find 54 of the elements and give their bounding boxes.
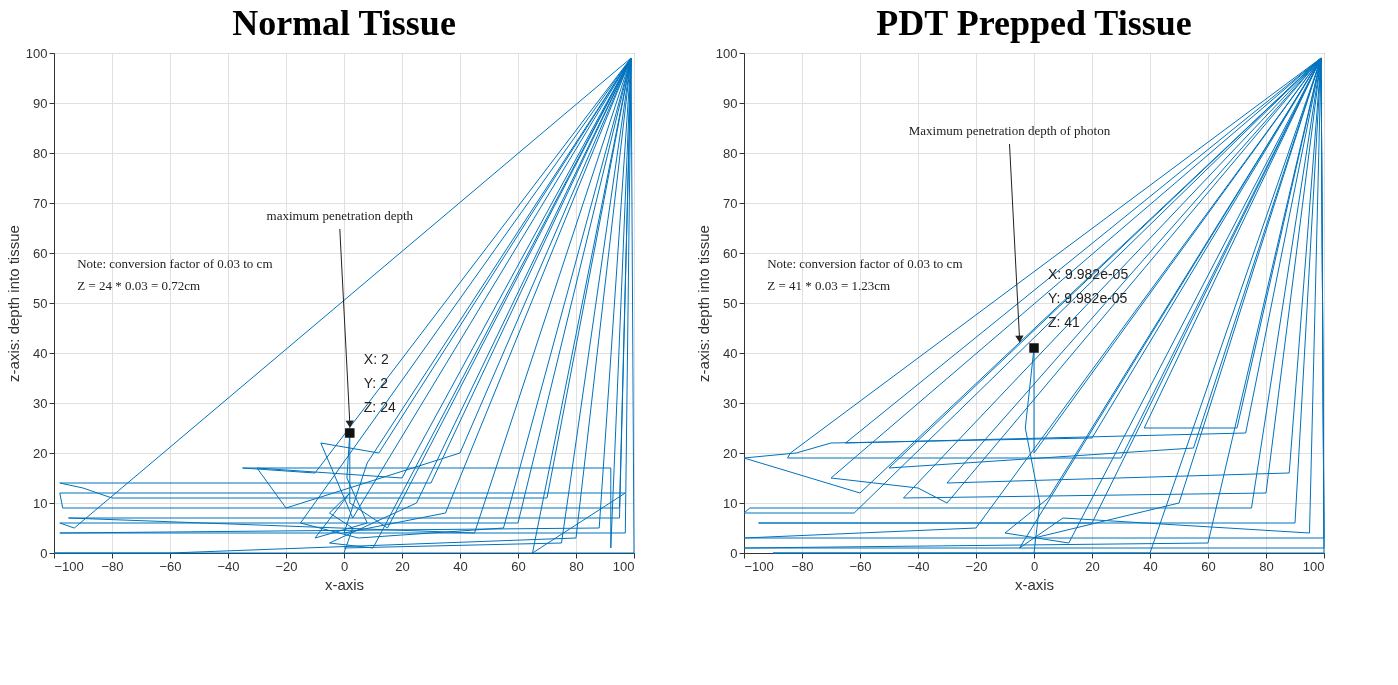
x-tick-label: 60 xyxy=(511,558,526,574)
annotation: Maximum penetration depth of photon xyxy=(908,123,1111,138)
x-tick-label: 0 xyxy=(1030,558,1039,574)
x-tick-label: −20 xyxy=(965,558,988,574)
y-tick-label: 90 xyxy=(723,95,738,111)
x-tick-label: 100 xyxy=(612,558,635,574)
y-tick-label: 10 xyxy=(723,495,738,511)
y-tick-label: 70 xyxy=(723,195,738,211)
x-tick-label: 80 xyxy=(1259,558,1274,574)
y-tick-label: 50 xyxy=(723,295,738,311)
annotation: maximum penetration depth xyxy=(266,208,414,223)
y-tick-label: 40 xyxy=(723,345,738,361)
y-axis-title: z-axis: depth into tissue xyxy=(4,225,22,382)
x-tick-label: 40 xyxy=(453,558,468,574)
chart-title: PDT Prepped Tissue xyxy=(876,3,1192,43)
y-tick-label: 0 xyxy=(40,545,48,561)
y-tick-label: 50 xyxy=(33,295,48,311)
y-tick-label: 100 xyxy=(715,45,738,61)
x-tick-label: −100 xyxy=(744,558,774,574)
x-tick-label: 100 xyxy=(1302,558,1325,574)
x-tick-label: −60 xyxy=(159,558,182,574)
y-tick-label: 80 xyxy=(33,145,48,161)
x-tick-label: −100 xyxy=(54,558,84,574)
x-tick-label: 20 xyxy=(395,558,410,574)
x-tick-label: −40 xyxy=(907,558,930,574)
y-tick-label: 60 xyxy=(33,245,48,261)
y-tick-label: 10 xyxy=(33,495,48,511)
y-tick-label: 30 xyxy=(33,395,48,411)
y-axis-title: z-axis: depth into tissue xyxy=(694,225,712,382)
x-tick-label: −40 xyxy=(217,558,240,574)
x-tick-label: −80 xyxy=(101,558,124,574)
x-tick-label: 0 xyxy=(340,558,349,574)
x-axis-title: x-axis xyxy=(324,575,365,593)
y-tick-label: 70 xyxy=(33,195,48,211)
x-tick-label: 40 xyxy=(1143,558,1158,574)
annotation: Note: conversion factor of 0.03 to cm Z = 41 * 0.03 = 1.23cm xyxy=(767,256,963,293)
x-tick-label: 60 xyxy=(1201,558,1216,574)
x-tick-label: 80 xyxy=(569,558,584,574)
chart-title: Normal Tissue xyxy=(232,3,456,43)
y-tick-label: 90 xyxy=(33,95,48,111)
y-tick-label: 30 xyxy=(723,395,738,411)
x-tick-label: −60 xyxy=(849,558,872,574)
y-tick-label: 20 xyxy=(33,445,48,461)
y-tick-label: 60 xyxy=(723,245,738,261)
annotation: Note: conversion factor of 0.03 to cm Z = 24 * 0.03 = 0.72cm xyxy=(77,256,273,293)
x-tick-label: −80 xyxy=(791,558,814,574)
y-tick-label: 20 xyxy=(723,445,738,461)
y-tick-label: 100 xyxy=(25,45,48,61)
x-tick-label: 20 xyxy=(1085,558,1100,574)
y-tick-label: 40 xyxy=(33,345,48,361)
y-tick-label: 80 xyxy=(723,145,738,161)
x-tick-label: −20 xyxy=(275,558,298,574)
x-axis-title: x-axis xyxy=(1014,575,1055,593)
y-tick-label: 0 xyxy=(730,545,738,561)
